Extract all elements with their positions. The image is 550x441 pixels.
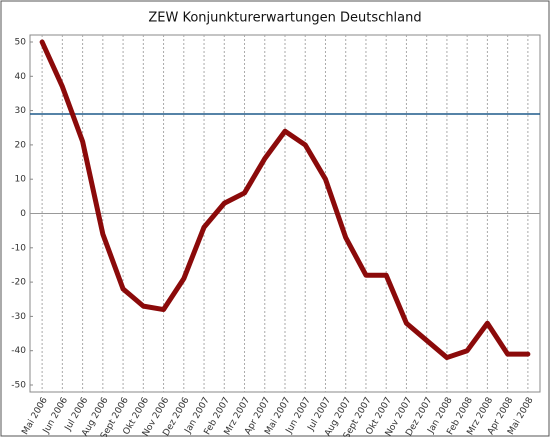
chart-title: ZEW Konjunkturerwartungen Deutschland [148, 11, 421, 26]
y-tick-label: 30 [15, 106, 27, 116]
y-tick-label: -20 [11, 278, 26, 288]
data-line [39, 39, 531, 361]
y-tick-label: -40 [11, 346, 26, 356]
y-tick-label: -50 [11, 381, 26, 391]
y-tick-label: 50 [15, 38, 27, 48]
y-tick-label: -10 [11, 243, 26, 253]
y-tick-label: 10 [15, 175, 27, 185]
y-tick-label: 0 [20, 209, 26, 219]
y-tick-label: -30 [11, 312, 26, 322]
y-tick-label: 20 [15, 140, 27, 150]
y-tick-label: 40 [15, 72, 27, 82]
